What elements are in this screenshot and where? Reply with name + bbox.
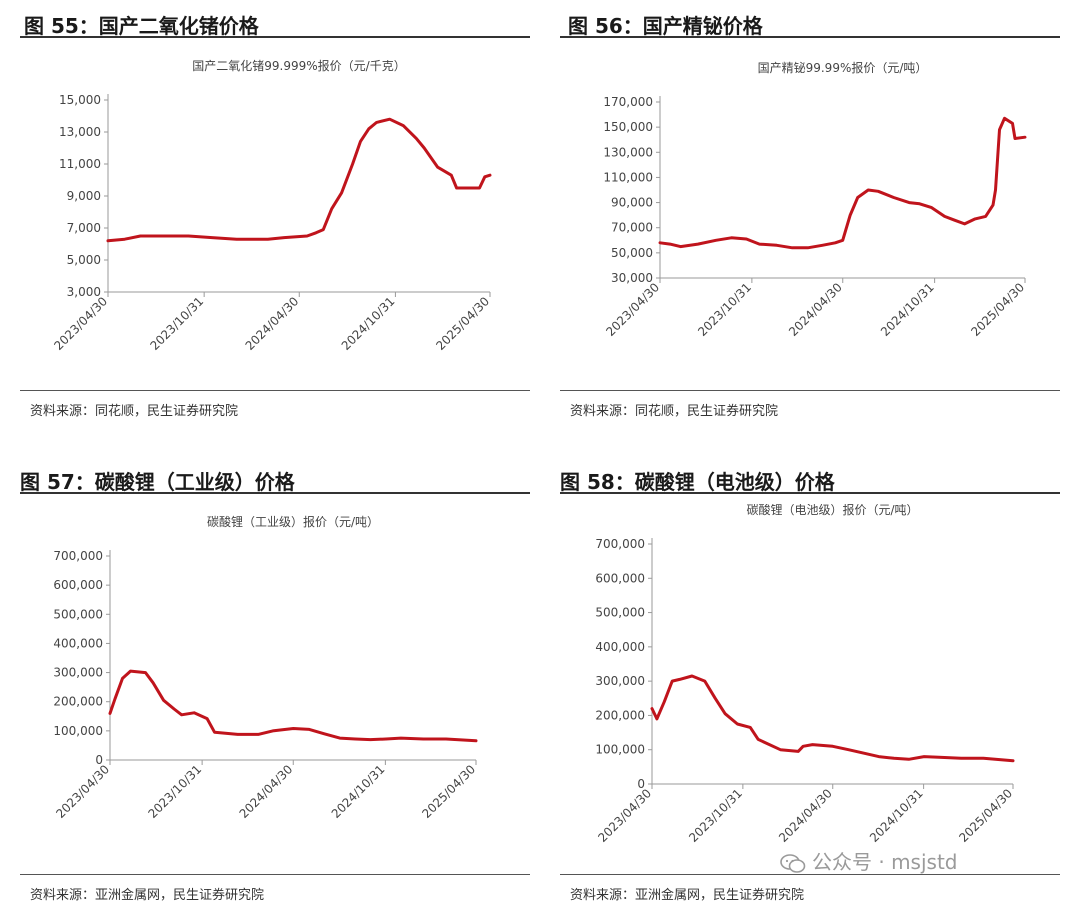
x-tick-label: 2025/04/30: [419, 762, 478, 821]
x-tick-label: 2024/04/30: [243, 294, 302, 353]
y-tick-label: 90,000: [611, 196, 653, 210]
figure-title: 图 57：碳酸锂（工业级）价格: [20, 470, 295, 494]
chart: 国产二氧化锗99.999%报价（元/千克） 3,000 5,000 7,000 9,00…: [51, 58, 492, 353]
title-rule: [560, 36, 1060, 38]
figure-panel-57: 图 57：碳酸锂（工业级）价格 碳酸锂（工业级）报价（元/吨） 0 100,000 2…: [20, 460, 530, 912]
y-tick-label: 7,000: [67, 221, 101, 235]
source-note: 资料来源：同花顺，民生证券研究院: [30, 404, 239, 419]
figure-panel-56: 图 56：国产精铋价格 国产精铋99.99%报价（元/吨） 30,000 50,00…: [560, 0, 1060, 430]
title-rule: [20, 492, 530, 494]
y-tick-label: 400,000: [595, 640, 645, 654]
chart-title: 国产二氧化锗99.999%报价（元/千克）: [192, 58, 405, 73]
figure-title: 图 55：国产二氧化锗价格: [24, 14, 259, 38]
x-tick-label: 2024/04/30: [237, 762, 296, 821]
y-tick-label: 700,000: [595, 537, 645, 551]
x-tick-label: 2024/10/31: [339, 294, 398, 353]
source-note: 资料来源：同花顺，民生证券研究院: [570, 404, 779, 419]
series-line: [106, 117, 492, 243]
y-tick-label: 400,000: [53, 636, 103, 650]
y-tick-label: 600,000: [53, 578, 103, 592]
watermark: 公众号 · msjstd: [780, 846, 958, 875]
y-tick-label: 0: [637, 777, 645, 791]
source-rule: [20, 390, 530, 391]
watermark-text: 公众号 · msjstd: [812, 850, 958, 874]
y-tick-label: 200,000: [53, 695, 103, 709]
x-tick-label: 2025/04/30: [433, 294, 492, 353]
chart-title: 碳酸锂（工业级）报价（元/吨）: [207, 514, 379, 529]
x-tick-label: 2023/10/31: [145, 762, 204, 821]
x-tick-label: 2024/10/31: [329, 762, 388, 821]
y-tick-label: 15,000: [59, 93, 101, 107]
chart: 国产精铋99.99%报价（元/吨） 30,000 50,000 70,000 90,00…: [603, 60, 1027, 339]
y-tick-label: 0: [95, 753, 103, 767]
x-tick-label: 2023/04/30: [53, 762, 112, 821]
y-tick-label: 130,000: [603, 145, 653, 159]
y-tick-label: 5,000: [67, 253, 101, 267]
figure-panel-58: 图 58：碳酸锂（电池级）价格 碳酸锂（电池级）报价（元/吨） 0 100,000 2…: [560, 460, 1060, 912]
source-note: 资料来源：亚洲金属网，民生证券研究院: [570, 888, 805, 903]
x-tick-label: 2024/04/30: [776, 786, 835, 845]
y-tick-label: 500,000: [53, 607, 103, 621]
y-tick-label: 11,000: [59, 157, 101, 171]
series-line: [650, 674, 1015, 763]
y-tick-label: 110,000: [603, 170, 653, 184]
x-tick-label: 2023/10/31: [686, 786, 745, 845]
y-tick-label: 300,000: [595, 674, 645, 688]
wechat-icon: [780, 853, 806, 873]
series-line: [658, 116, 1027, 250]
source-rule: [560, 390, 1060, 391]
x-tick-label: 2023/04/30: [603, 280, 662, 339]
x-tick-label: 2025/04/30: [968, 280, 1027, 339]
title-rule: [560, 492, 1060, 494]
chart-title: 碳酸锂（电池级）报价（元/吨）: [746, 504, 918, 517]
y-tick-label: 30,000: [611, 271, 653, 285]
y-tick-label: 150,000: [603, 120, 653, 134]
x-tick-label: 2024/10/31: [867, 786, 926, 845]
y-tick-label: 100,000: [53, 724, 103, 738]
y-tick-label: 200,000: [595, 708, 645, 722]
x-tick-label: 2023/10/31: [695, 280, 754, 339]
y-tick-label: 170,000: [603, 95, 653, 109]
chart: 碳酸锂（电池级）报价（元/吨） 0 100,000 200,000 300,000 400…: [595, 504, 1015, 845]
source-rule: [20, 874, 530, 875]
title-rule: [20, 36, 530, 38]
x-tick-label: 2025/04/30: [956, 786, 1015, 845]
y-tick-label: 50,000: [611, 246, 653, 260]
x-tick-label: 2024/10/31: [878, 280, 937, 339]
figure-title: 图 58：碳酸锂（电池级）价格: [560, 470, 835, 494]
y-tick-label: 100,000: [595, 743, 645, 757]
x-tick-label: 2023/04/30: [51, 294, 110, 353]
y-tick-label: 9,000: [67, 189, 101, 203]
y-tick-label: 700,000: [53, 549, 103, 563]
source-rule: [560, 874, 1060, 875]
figure-title: 图 56：国产精铋价格: [568, 14, 763, 38]
source-note: 资料来源：亚洲金属网，民生证券研究院: [30, 888, 265, 903]
y-tick-label: 600,000: [595, 571, 645, 585]
y-tick-label: 70,000: [611, 221, 653, 235]
y-tick-label: 3,000: [67, 285, 101, 299]
x-tick-label: 2023/10/31: [147, 294, 206, 353]
series-line: [108, 669, 478, 743]
x-tick-label: 2023/04/30: [595, 786, 654, 845]
y-tick-label: 300,000: [53, 666, 103, 680]
figure-panel-55: 图 55：国产二氧化锗价格 国产二氧化锗99.999%报价（元/千克） 3,000…: [20, 0, 530, 430]
chart-title: 国产精铋99.99%报价（元/吨）: [758, 60, 928, 75]
x-tick-label: 2024/04/30: [786, 280, 845, 339]
y-tick-label: 500,000: [595, 606, 645, 620]
y-tick-label: 13,000: [59, 125, 101, 139]
chart: 碳酸锂（工业级）报价（元/吨） 0 100,000 200,000 300,000 400…: [53, 514, 478, 821]
